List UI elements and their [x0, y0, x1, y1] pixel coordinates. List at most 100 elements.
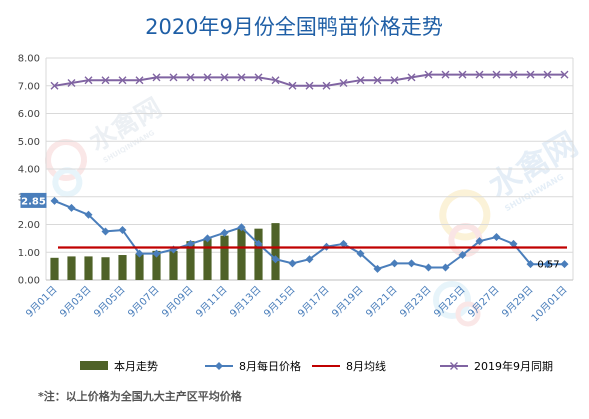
- legend-marker: [450, 362, 458, 370]
- point: [237, 223, 246, 232]
- point: [203, 73, 212, 82]
- y-tick-label: 6.00: [18, 109, 40, 120]
- point: [475, 237, 484, 246]
- watermark-bottom: [433, 281, 481, 327]
- point: [271, 255, 280, 264]
- point: [305, 81, 314, 90]
- point: [271, 76, 280, 85]
- point: [67, 203, 76, 212]
- data-label-bg: [20, 192, 47, 208]
- bar: [101, 257, 110, 280]
- point: [101, 227, 110, 236]
- footnote: *注：以上价格为全国九大主产区平均价格: [38, 389, 243, 403]
- bar: [254, 228, 263, 280]
- bar: [271, 223, 280, 280]
- point: [135, 76, 144, 85]
- point: [407, 259, 416, 268]
- point: [339, 78, 348, 87]
- point: [543, 260, 552, 269]
- y-tick-label: 5.00: [18, 137, 40, 148]
- bar: [220, 235, 229, 280]
- point: [373, 76, 382, 85]
- point: [441, 263, 450, 272]
- point: [509, 70, 518, 79]
- y-tick-label: 8.00: [18, 54, 40, 65]
- data-label: 0.57: [537, 260, 559, 271]
- bar: [118, 255, 127, 280]
- point: [84, 76, 93, 85]
- point: [407, 73, 416, 82]
- x-tick-label: 9月17日: [295, 284, 331, 320]
- bar: [169, 250, 178, 280]
- bar: [152, 250, 161, 280]
- legend-label: 8月均线: [346, 359, 386, 373]
- watermark-left: 水禽网 SHUIQINWANG: [45, 92, 167, 198]
- point: [356, 249, 365, 258]
- point: [152, 249, 161, 258]
- point: [458, 70, 467, 79]
- point: [526, 70, 535, 79]
- data-label-first: 2.85: [20, 192, 47, 208]
- legend-item: 2019年9月同期: [440, 359, 553, 373]
- point: [135, 249, 144, 258]
- point: [101, 76, 110, 85]
- point: [543, 70, 552, 79]
- point: [492, 232, 501, 241]
- point: [458, 251, 467, 260]
- watermark-right: 水禽网 SHUIQINWANG: [439, 125, 584, 257]
- data-labels: 2.85 0.57: [20, 192, 560, 271]
- x-tick-label: 9月01日: [23, 284, 59, 320]
- point: [339, 239, 348, 248]
- y-tick-label: 2.00: [18, 220, 40, 231]
- point: [424, 70, 433, 79]
- legend-swatch: [80, 361, 108, 370]
- point: [288, 81, 297, 90]
- x-tick-label: 9月05日: [91, 284, 127, 320]
- x-tick-label: 9月15日: [261, 284, 297, 320]
- point: [186, 239, 195, 248]
- bar-series: [50, 223, 280, 280]
- x-tick-label: 9月03日: [57, 284, 93, 320]
- point: [390, 259, 399, 268]
- point: [288, 259, 297, 268]
- point: [509, 239, 518, 248]
- x-tick-label: 9月13日: [227, 284, 263, 320]
- point: [254, 73, 263, 82]
- bar: [186, 241, 195, 280]
- bar: [135, 253, 144, 280]
- data-label: 2.85: [21, 196, 46, 207]
- line-series-8月每日价格: [50, 196, 569, 273]
- bar: [84, 256, 93, 280]
- point: [118, 76, 127, 85]
- point: [356, 76, 365, 85]
- legend: 本月走势 8月每日价格 8月均线 2019年9月同期: [80, 359, 553, 373]
- point: [424, 263, 433, 272]
- chart-title: 2020年9月份全国鸭苗价格走势: [145, 15, 443, 39]
- point: [305, 255, 314, 264]
- point: [322, 81, 331, 90]
- grid: [45, 57, 574, 281]
- point: [152, 73, 161, 82]
- point: [220, 228, 229, 237]
- x-tick-label: 9月19日: [329, 284, 365, 320]
- line-series: [50, 70, 569, 273]
- x-tick-label: 9月09日: [159, 284, 195, 320]
- y-tick-label: 0.00: [18, 276, 40, 287]
- legend-item: 8月每日价格: [205, 359, 301, 373]
- point: [390, 76, 399, 85]
- point: [254, 239, 263, 248]
- x-tick-label: 9月21日: [363, 284, 399, 320]
- line-series-2019年9月同期: [50, 70, 569, 90]
- y-tick-label: 7.00: [18, 81, 40, 92]
- legend-item: 本月走势: [80, 359, 158, 373]
- bar: [237, 228, 246, 280]
- point: [50, 81, 59, 90]
- point: [169, 73, 178, 82]
- bar: [50, 257, 59, 280]
- legend-label: 2019年9月同期: [474, 359, 553, 373]
- legend-label: 本月走势: [114, 359, 158, 373]
- y-axis-ticks: 0.001.002.003.004.005.006.007.008.00: [18, 54, 40, 287]
- point: [560, 70, 569, 79]
- point: [50, 196, 59, 205]
